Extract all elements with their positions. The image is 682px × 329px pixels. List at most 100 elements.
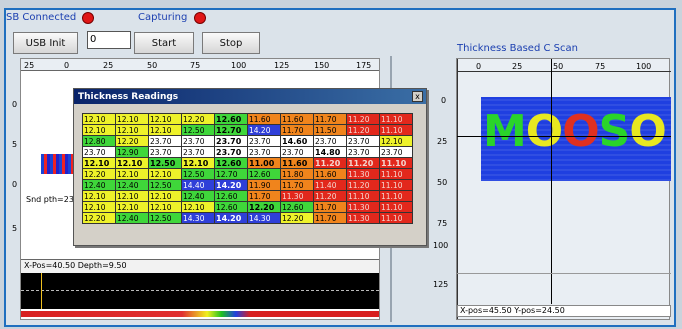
thickness-cell: 23.70: [379, 146, 413, 158]
waveform-gate-marker: [41, 273, 42, 309]
thickness-cell: 12.60: [214, 113, 248, 125]
c-scan-left-axis: [457, 59, 458, 319]
thickness-cell: 12.10: [82, 190, 116, 202]
thickness-cell: 12.40: [115, 212, 149, 224]
thickness-cell: 11.70: [313, 113, 347, 125]
thickness-cell: 11.70: [280, 124, 314, 136]
thickness-cell: 11.10: [379, 157, 413, 169]
thickness-cell: 23.70: [247, 135, 281, 147]
thickness-cell: 12.10: [379, 135, 413, 147]
thickness-cell: 12.10: [115, 201, 149, 213]
thickness-cell: 11.70: [247, 190, 281, 202]
thickness-cell: 12.20: [82, 168, 116, 180]
thickness-readings-dialog: Thickness Readings x 12.10 12.10 12.10 12.2…: [73, 88, 427, 246]
grid-row: 12.20 12.40 12.50 14.30 14.20 14.30 12.20 11.70…: [82, 212, 413, 224]
thickness-cell: 11.10: [379, 124, 413, 136]
thickness-cell: 12.10: [148, 113, 182, 125]
a-scan-position-readout: X-Pos=40.50 Depth=9.50: [21, 259, 379, 273]
thickness-cell: 11.60: [247, 113, 281, 125]
cscan-top-tick: 25: [512, 62, 523, 71]
thickness-cell: 12.20: [181, 113, 215, 125]
thickness-cell: 11.10: [379, 168, 413, 180]
thickness-cell: 11.80: [280, 168, 314, 180]
usb-init-button[interactable]: USB Init: [13, 32, 78, 54]
thickness-cell: 12.10: [82, 201, 116, 213]
c-scan-position-readout: X-pos=45.50 Y-pos=24.50: [457, 305, 671, 317]
thickness-cell: 11.20: [346, 179, 380, 191]
waveform-baseline: [21, 290, 379, 291]
thickness-cell: 12.50: [181, 168, 215, 180]
cscan-left-tick: 0: [441, 96, 447, 105]
usb-status-label: SB Connected: [6, 12, 77, 23]
thickness-cell: 11.10: [379, 113, 413, 125]
thickness-cell: 12.10: [148, 190, 182, 202]
thickness-cell: 12.10: [181, 201, 215, 213]
thickness-cell: 11.60: [313, 168, 347, 180]
thickness-cell: 12.60: [247, 168, 281, 180]
thickness-cell: 23.70: [82, 146, 116, 158]
cscan-top-tick: 0: [476, 62, 482, 71]
c-scan-crosshair-h: [457, 136, 671, 137]
thickness-cell: 14.30: [181, 212, 215, 224]
thickness-cell: 12.60: [214, 201, 248, 213]
thickness-cell: 11.10: [379, 190, 413, 202]
thickness-cell: 12.20: [115, 135, 149, 147]
thickness-cell: 14.80: [313, 146, 347, 158]
thickness-cell: 11.30: [346, 201, 380, 213]
cscan-left-tick: 75: [437, 219, 448, 228]
c-scan-defect-pattern: MOOSO: [483, 106, 667, 157]
value-input[interactable]: 0: [87, 31, 131, 49]
thickness-cell: 11.30: [280, 190, 314, 202]
thickness-cell: 23.70: [247, 146, 281, 158]
usb-status-indicator: [82, 12, 94, 24]
thickness-cell: 23.70: [214, 135, 248, 147]
thickness-cell: 11.10: [379, 212, 413, 224]
thickness-cell: 12.60: [280, 201, 314, 213]
left-tick: 0: [12, 180, 18, 189]
thickness-cell: 11.30: [346, 168, 380, 180]
thickness-cell: 11.50: [313, 124, 347, 136]
thickness-cell: 12.10: [115, 168, 149, 180]
thickness-cell: 14.20: [214, 212, 248, 224]
thickness-cell: 12.10: [82, 124, 116, 136]
thickness-cell: 23.70: [346, 135, 380, 147]
close-icon[interactable]: x: [412, 91, 423, 102]
thickness-cell: 12.50: [181, 124, 215, 136]
thickness-cell: 23.70: [214, 146, 248, 158]
thickness-cell: 12.50: [148, 157, 182, 169]
capture-status-label: Capturing: [138, 12, 188, 23]
thickness-cell: 12.10: [115, 113, 149, 125]
thickness-cell: 12.10: [115, 124, 149, 136]
start-button[interactable]: Start: [134, 32, 194, 54]
thickness-cell: 11.20: [346, 124, 380, 136]
a-scan-signal-thumbnail: [41, 154, 77, 174]
thickness-cell: 12.80: [82, 135, 116, 147]
thickness-cell: 12.10: [148, 201, 182, 213]
thickness-cell: 11.10: [379, 201, 413, 213]
top-tick: 25: [103, 61, 114, 70]
a-scan-top-axis: [21, 59, 379, 71]
color-scale-bar: [21, 311, 379, 317]
thickness-cell: 23.70: [181, 135, 215, 147]
thickness-cell: 11.90: [247, 179, 281, 191]
thickness-cell: 12.10: [82, 113, 116, 125]
left-tick: 5: [12, 224, 18, 233]
grid-row: 12.80 12.20 23.70 23.70 23.70 23.70 14.60 23.70…: [82, 135, 413, 147]
thickness-cell: 12.20: [280, 212, 314, 224]
stop-button[interactable]: Stop: [202, 32, 260, 54]
thickness-cell: 11.70: [313, 201, 347, 213]
cscan-left-tick: 125: [433, 280, 449, 289]
thickness-cell: 12.40: [82, 179, 116, 191]
thickness-cell: 11.00: [247, 157, 281, 169]
c-scan-crosshair-v: [551, 59, 552, 304]
thickness-grid: 12.10 12.10 12.10 12.20 12.60 11.60 11.60 11.70…: [82, 113, 413, 224]
grid-row: 12.10 12.10 12.10 12.50 12.70 14.20 11.70 11.50…: [82, 124, 413, 136]
thickness-cell: 12.50: [148, 212, 182, 224]
thickness-cell: 12.90: [115, 146, 149, 158]
thickness-cell: 14.20: [214, 179, 248, 191]
thickness-cell: 12.70: [214, 124, 248, 136]
grid-row: 12.10 12.10 12.50 12.10 12.60 11.00 11.60 11.20…: [82, 157, 413, 169]
a-scan-waveform-strip: [21, 273, 379, 309]
dialog-title-bar[interactable]: Thickness Readings: [74, 89, 426, 104]
thickness-cell: 14.40: [181, 179, 215, 191]
